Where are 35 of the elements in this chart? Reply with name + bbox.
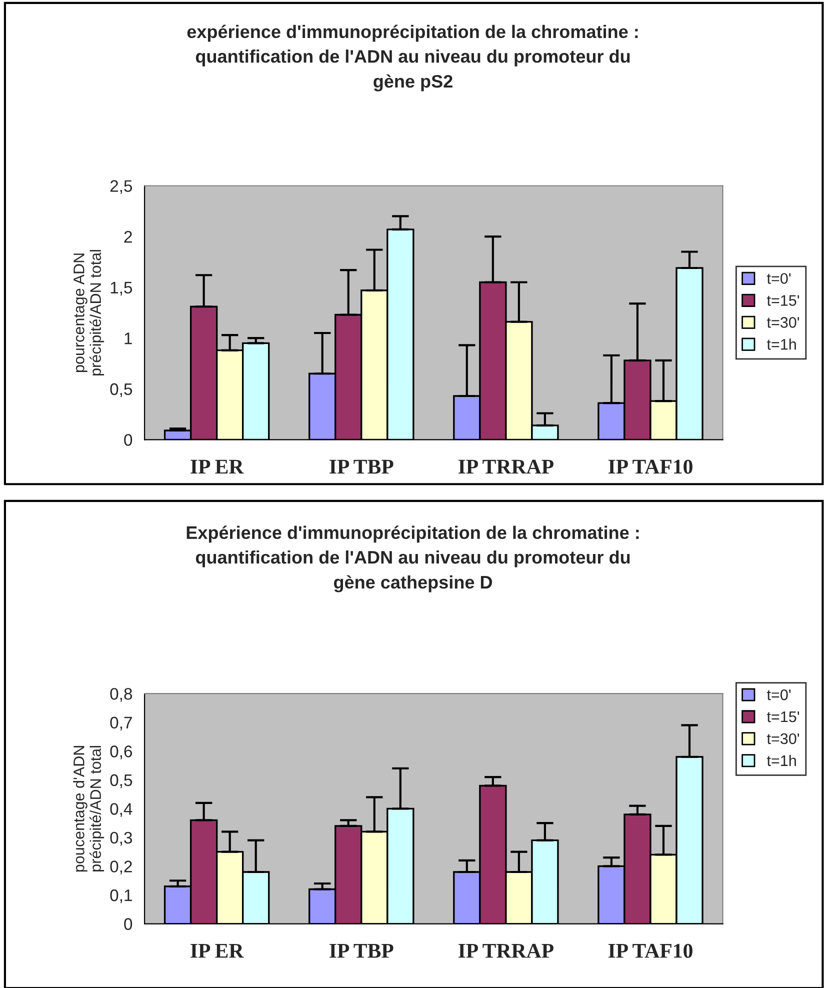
legend-label: t=30' [766,317,800,328]
chart-title: expérience d'immunoprécipitation de la chromatine : quantification de l'ADN au niveau du promoteur du gène pS2 [187,24,638,92]
x-tick-label: IP ER [190,944,244,958]
legend-label: t=15' [766,295,800,306]
x-tick-label: IP TBP [330,944,394,958]
y-tick-label: 1,5 [110,282,132,296]
y-tick-label: 0,4 [110,803,132,817]
y-tick-label: 0,2 [110,860,132,874]
y-tick-label: 0,1 [110,889,132,904]
y-tick-label: 0,6 [110,746,132,760]
legend-label: t=15' [766,712,800,722]
legend-label: t=30' [766,733,800,744]
x-tick-label: IP TBP [330,460,394,474]
y-axis-title: poucentage d'ADN précipité/ADN total [73,746,104,872]
x-tick-label: IP TAF10 [608,944,692,958]
y-tick-label: 0,3 [110,832,132,846]
y-tick-label: 2 [124,230,132,243]
x-tick-label: IP ER [190,460,244,474]
legend-label: t=1h [766,754,796,766]
y-tick-label: 0,5 [110,774,132,788]
y-tick-label: 0,8 [110,688,132,702]
chart-title: Expérience d'immunoprécipitation de la chromatine : quantification de l'ADN au niveau du promoteur du gène cathepsine D [186,526,639,592]
x-tick-label: IP TRRAP [458,944,554,958]
y-tick-label: 0,5 [110,383,132,398]
legend-label: t=0' [766,689,791,700]
y-axis-title: pourcentage ADN précipité/ADN total [74,250,104,376]
x-tick-label: IP TAF10 [608,460,692,474]
legend-label: t=0' [766,273,791,284]
y-tick-label: 0 [124,918,132,930]
y-tick-label: 2,5 [110,180,132,194]
y-tick-label: 1 [124,332,132,344]
x-tick-label: IP TRRAP [458,460,554,474]
y-tick-label: 0,7 [110,716,132,731]
legend-label: t=1h [766,338,796,350]
y-tick-label: 0 [124,434,132,446]
